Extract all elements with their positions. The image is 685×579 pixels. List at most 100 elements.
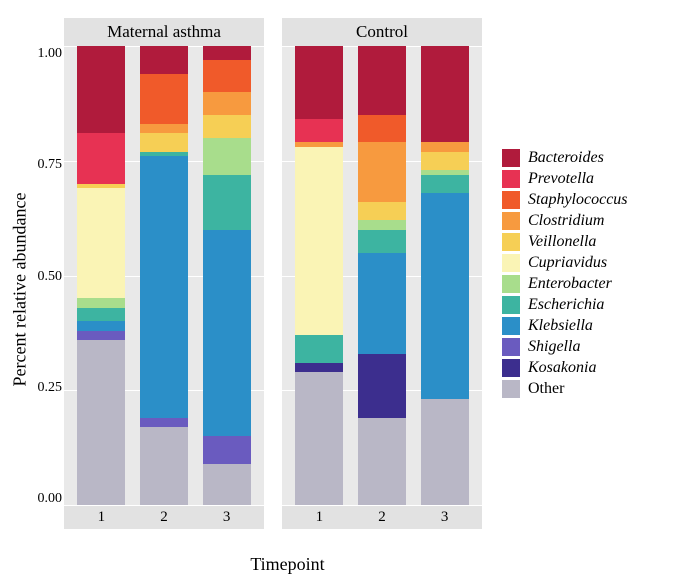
segment-escherichia	[358, 230, 406, 253]
x-tick: 1	[98, 509, 106, 526]
legend-item: Cupriavidus	[502, 254, 675, 272]
legend: Bacteroides Prevotella Staphylococcus Clost…	[482, 18, 675, 529]
x-tick-strip: 1 2 3	[64, 505, 264, 529]
segment-enterobacter	[77, 298, 125, 307]
panel-title: Maternal asthma	[64, 18, 264, 46]
segment-escherichia	[421, 175, 469, 193]
bar	[140, 46, 188, 505]
segment-other	[358, 418, 406, 505]
plot-area	[64, 46, 264, 505]
panel: Control 123	[282, 18, 482, 529]
segment-escherichia	[295, 335, 343, 363]
segment-staphylococcus	[358, 115, 406, 143]
segment-bacteroides	[203, 46, 251, 60]
bar	[203, 46, 251, 505]
legend-label: Escherichia	[528, 296, 604, 314]
bar	[421, 46, 469, 505]
panel-title: Control	[282, 18, 482, 46]
segment-klebsiella	[358, 253, 406, 354]
x-axis-label: Timepoint	[0, 554, 685, 575]
legend-item: Prevotella	[502, 170, 675, 188]
segment-staphylococcus	[140, 74, 188, 124]
segment-staphylococcus	[203, 60, 251, 92]
segment-other	[140, 427, 188, 505]
legend-swatch	[502, 380, 520, 398]
legend-swatch	[502, 296, 520, 314]
legend-item: Other	[502, 380, 675, 398]
legend-item: Kosakonia	[502, 359, 675, 377]
segment-clostridium	[203, 92, 251, 115]
segment-other	[421, 399, 469, 505]
legend-swatch	[502, 254, 520, 272]
segment-escherichia	[77, 308, 125, 322]
bar	[77, 46, 125, 505]
segment-bacteroides	[295, 46, 343, 119]
legend-swatch	[502, 359, 520, 377]
bars-container	[64, 46, 264, 505]
segment-prevotella	[77, 133, 125, 183]
y-axis-ticks: 1.00 0.75 0.50 0.25 0.00	[32, 46, 62, 507]
legend-label: Klebsiella	[528, 317, 593, 335]
segment-bacteroides	[140, 46, 188, 74]
legend-label: Bacteroides	[528, 149, 604, 167]
plot-area	[282, 46, 482, 505]
legend-label: Staphylococcus	[528, 191, 628, 209]
bar	[295, 46, 343, 505]
y-axis-label: Percent relative abundance	[8, 0, 32, 579]
segment-bacteroides	[358, 46, 406, 115]
legend-label: Prevotella	[528, 170, 594, 188]
y-axis-label-text: Percent relative abundance	[10, 193, 31, 387]
segment-veillonella	[140, 133, 188, 151]
legend-label: Veillonella	[528, 233, 596, 251]
legend-swatch	[502, 338, 520, 356]
legend-swatch	[502, 275, 520, 293]
segment-shigella	[203, 436, 251, 464]
segment-bacteroides	[77, 46, 125, 133]
segment-enterobacter	[203, 138, 251, 175]
segment-veillonella	[358, 202, 406, 220]
x-tick: 2	[160, 509, 168, 526]
legend-swatch	[502, 191, 520, 209]
segment-bacteroides	[421, 46, 469, 142]
x-tick: 3	[223, 509, 231, 526]
legend-label: Other	[528, 380, 564, 398]
segment-shigella	[140, 418, 188, 427]
gridline	[282, 505, 482, 506]
legend-item: Bacteroides	[502, 149, 675, 167]
segment-klebsiella	[140, 156, 188, 418]
legend-item: Shigella	[502, 338, 675, 356]
panels: Maternal asthma 1 2 3 Control 123	[64, 18, 482, 529]
segment-kosakonia	[358, 354, 406, 418]
legend-swatch	[502, 212, 520, 230]
segment-other	[295, 372, 343, 505]
legend-item: Enterobacter	[502, 275, 675, 293]
segment-klebsiella	[421, 193, 469, 400]
x-tick: 1	[316, 509, 324, 526]
segment-kosakonia	[295, 363, 343, 372]
legend-swatch	[502, 149, 520, 167]
segment-clostridium	[358, 142, 406, 202]
ytick: 0.75	[32, 157, 62, 173]
legend-swatch	[502, 233, 520, 251]
segment-clostridium	[421, 142, 469, 151]
legend-label: Clostridium	[528, 212, 604, 230]
segment-prevotella	[295, 119, 343, 142]
legend-label: Shigella	[528, 338, 580, 356]
segment-escherichia	[203, 175, 251, 230]
segment-enterobacter	[358, 220, 406, 229]
legend-swatch	[502, 317, 520, 335]
segment-clostridium	[140, 124, 188, 133]
legend-item: Veillonella	[502, 233, 675, 251]
x-tick-strip: 123	[282, 505, 482, 529]
legend-item: Clostridium	[502, 212, 675, 230]
segment-klebsiella	[203, 230, 251, 437]
legend-label: Kosakonia	[528, 359, 596, 377]
segment-veillonella	[203, 115, 251, 138]
main-area: Maternal asthma 1 2 3 Control 123 Bacteroides…	[64, 18, 675, 529]
legend-item: Staphylococcus	[502, 191, 675, 209]
ytick: 0.50	[32, 269, 62, 285]
figure: Percent relative abundance 1.00 0.75 0.5…	[0, 0, 685, 579]
legend-swatch	[502, 170, 520, 188]
bar	[358, 46, 406, 505]
legend-item: Escherichia	[502, 296, 675, 314]
